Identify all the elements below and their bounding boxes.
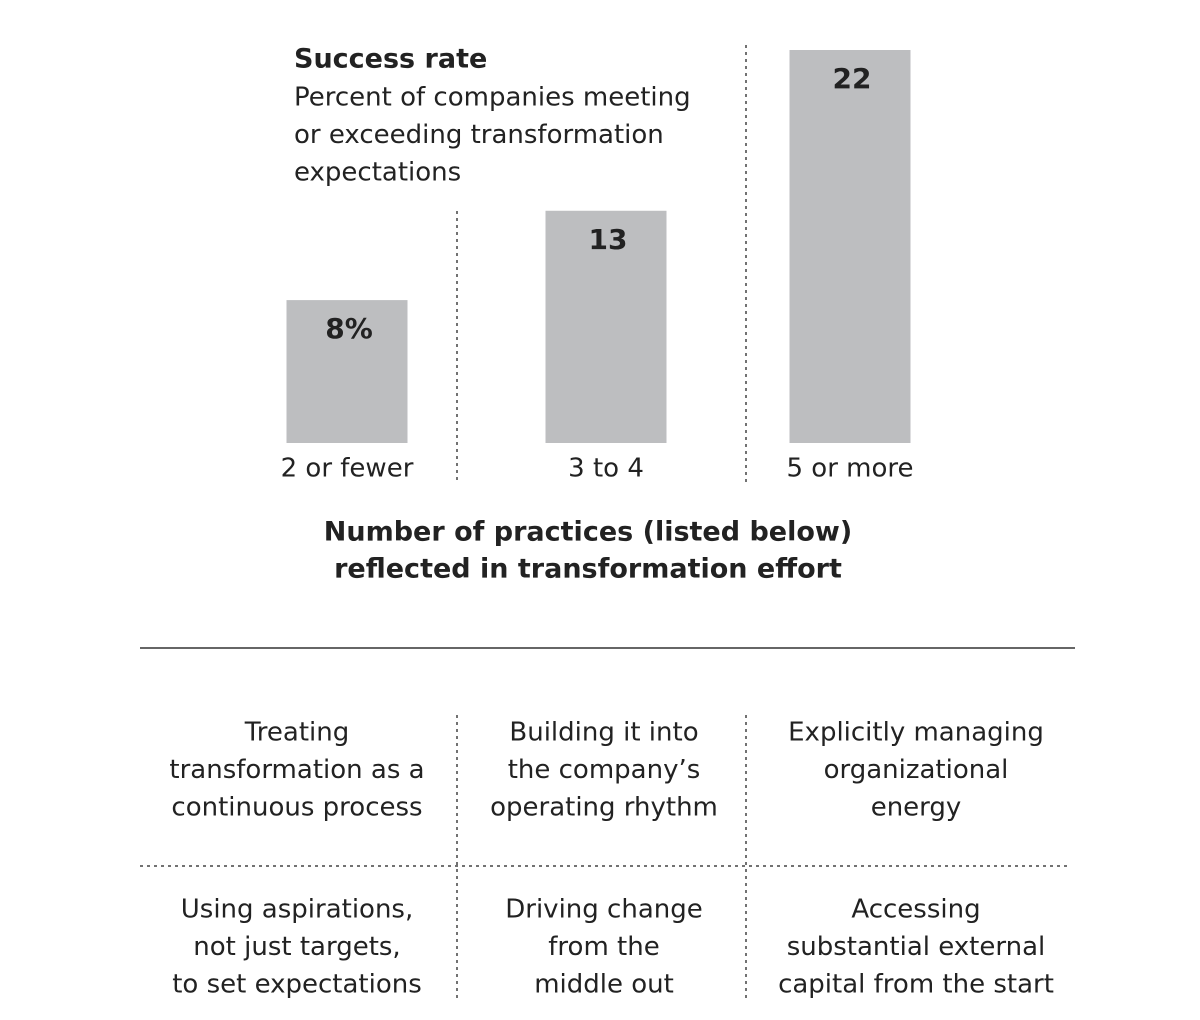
- chart-subtitle: or exceeding transformation: [294, 120, 664, 150]
- chart-subtitle: expectations: [294, 158, 461, 188]
- x-axis-label: reflected in transformation effort: [334, 554, 842, 585]
- bar: [789, 50, 911, 443]
- practice-text: organizational: [824, 755, 1009, 785]
- value-label: 13: [589, 223, 628, 256]
- value-label: 22: [833, 62, 872, 95]
- practice-text: not just targets,: [193, 932, 400, 962]
- practice-text: middle out: [534, 970, 674, 1000]
- bar: [286, 300, 408, 443]
- practice-text: Driving change: [505, 895, 702, 925]
- practice-text: Building it into: [509, 718, 698, 748]
- practice-text: operating rhythm: [490, 793, 718, 823]
- practice-text: to set expectations: [172, 970, 422, 1000]
- practice-text: Explicitly managing: [788, 718, 1044, 748]
- practice-text: Treating: [244, 718, 350, 748]
- chart-subtitle: Percent of companies meeting: [294, 83, 691, 113]
- practice-text: from the: [548, 932, 659, 962]
- practice-text: transformation as a: [169, 755, 424, 785]
- x-tick-label: 3 to 4: [568, 454, 644, 484]
- bar: [545, 210, 667, 443]
- chart-title: Success rate: [294, 44, 487, 75]
- practice-text: substantial external: [787, 932, 1046, 962]
- x-tick-label: 2 or fewer: [281, 454, 414, 484]
- practice-text: continuous process: [171, 793, 422, 823]
- value-label: 8%: [325, 312, 373, 345]
- practice-text: the company’s: [508, 755, 701, 785]
- x-axis-label: Number of practices (listed below): [324, 517, 852, 548]
- practice-text: Accessing: [851, 895, 980, 925]
- practice-text: energy: [871, 793, 962, 823]
- practice-text: Using aspirations,: [181, 895, 414, 925]
- practice-text: capital from the start: [778, 970, 1054, 1000]
- x-tick-label: 5 or more: [786, 454, 913, 484]
